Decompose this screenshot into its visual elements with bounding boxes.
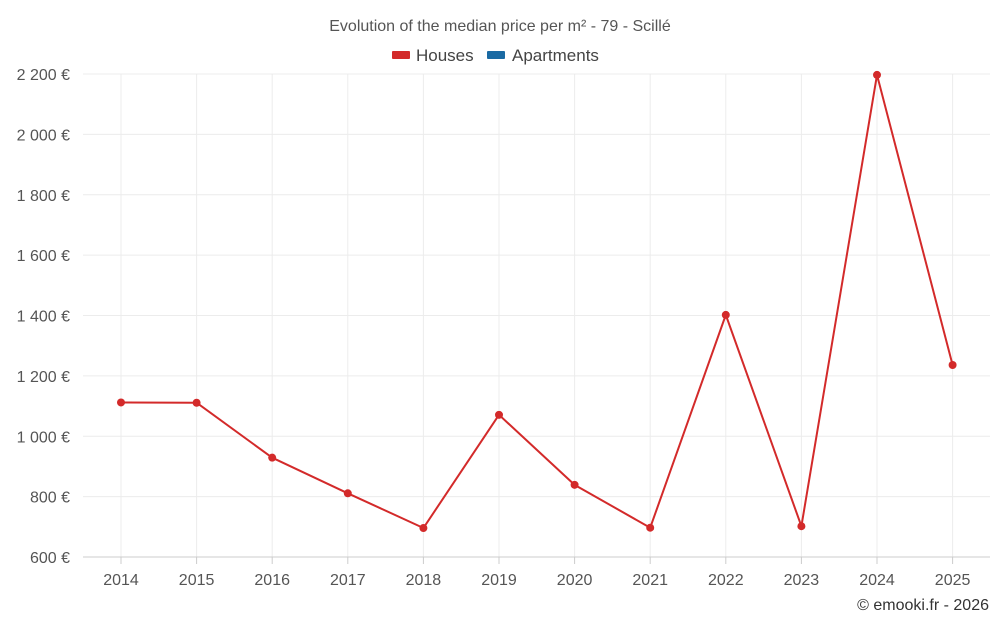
x-tick-label: 2024 — [859, 572, 895, 589]
y-tick-label: 600 € — [30, 550, 70, 567]
y-tick-label: 1 200 € — [17, 369, 70, 386]
x-tick-label: 2015 — [179, 572, 215, 589]
data-point-houses-2016[interactable] — [268, 453, 277, 462]
x-tick-label: 2016 — [254, 572, 290, 589]
y-tick-label: 800 € — [30, 490, 70, 507]
y-tick-label: 1 600 € — [17, 248, 70, 265]
x-tick-label: 2021 — [632, 572, 668, 589]
y-tick-label: 1 000 € — [17, 429, 70, 446]
y-tick-label: 1 400 € — [17, 309, 70, 326]
data-point-houses-2015[interactable] — [192, 398, 201, 407]
x-tick-label: 2017 — [330, 572, 366, 589]
y-tick-label: 2 200 € — [17, 67, 70, 84]
legend-label-apartments: Apartments — [512, 46, 599, 65]
y-axis-ticks: 600 € 800 € 1 000 € 1 200 € 1 400 € 1 600 € 1 … — [17, 67, 70, 567]
series — [117, 70, 957, 533]
x-tick-label: 2023 — [784, 572, 820, 589]
legend-swatch-houses — [392, 51, 410, 59]
data-point-houses-2014[interactable] — [117, 398, 125, 407]
x-tick-label: 2025 — [935, 572, 971, 589]
data-point-houses-2017[interactable] — [343, 489, 352, 498]
x-tick-label: 2019 — [481, 572, 517, 589]
data-point-houses-2018[interactable] — [419, 524, 428, 533]
data-point-houses-2024[interactable] — [873, 70, 881, 79]
legend-swatch-apartments — [487, 51, 505, 59]
chart-title: Evolution of the median price per m² - 7… — [329, 18, 671, 35]
series-line-houses — [120, 73, 954, 530]
y-tick-label: 1 800 € — [17, 188, 70, 205]
data-point-houses-2022[interactable] — [721, 310, 730, 319]
x-tick-label: 2022 — [708, 572, 744, 589]
legend-item-houses[interactable]: Houses — [392, 46, 474, 65]
data-point-houses-2021[interactable] — [646, 523, 655, 532]
data-point-houses-2025[interactable] — [948, 361, 957, 370]
grid — [83, 73, 990, 557]
data-point-houses-2019[interactable] — [495, 410, 503, 419]
y-tick-label: 2 000 € — [17, 127, 70, 144]
x-tick-label: 2020 — [557, 572, 593, 589]
data-point-houses-2020[interactable] — [570, 480, 579, 489]
legend: Houses Apartments — [392, 46, 599, 65]
legend-label-houses: Houses — [416, 46, 474, 65]
x-tick-label: 2014 — [103, 572, 139, 589]
x-axis-ticks: 2014 2015 2016 2017 2018 2019 2020 2021 2022 2023… — [103, 557, 970, 589]
data-point-houses-2023[interactable] — [797, 522, 806, 531]
x-tick-label: 2018 — [406, 572, 442, 589]
credit-text: © emooki.fr - 2026 — [857, 597, 989, 614]
legend-item-apartments[interactable]: Apartments — [487, 46, 599, 65]
